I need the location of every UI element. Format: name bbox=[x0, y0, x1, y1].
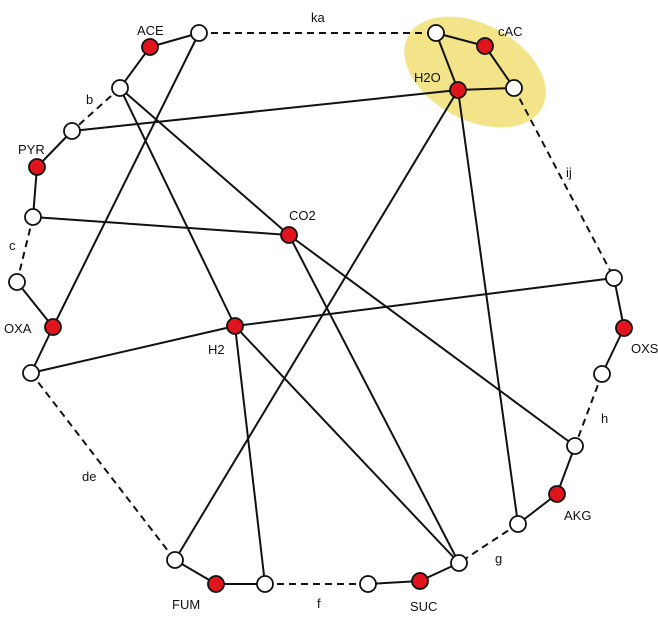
metabolite-labels: ACE cAC H2O PYR CO2 OXA H2 OXS AKG FUM S… bbox=[4, 23, 658, 614]
label-b: b bbox=[86, 92, 93, 107]
node-open bbox=[450, 554, 468, 572]
label-cac: cAC bbox=[498, 24, 523, 39]
edge-h2o-fum bbox=[174, 89, 459, 561]
label-de: de bbox=[82, 469, 96, 484]
node-open bbox=[111, 79, 129, 97]
edge-h2-g bbox=[234, 325, 460, 564]
node-open bbox=[605, 269, 623, 287]
node-open bbox=[505, 79, 523, 97]
edge-co2-h bbox=[288, 234, 576, 447]
edge-de bbox=[30, 372, 176, 561]
label-fum: FUM bbox=[172, 597, 200, 612]
node-open bbox=[166, 551, 184, 569]
node-open bbox=[566, 437, 584, 455]
highlight-region bbox=[404, 16, 546, 128]
node-oxa bbox=[44, 318, 62, 336]
node-open bbox=[359, 575, 377, 593]
open-nodes bbox=[8, 24, 623, 593]
edge-c2-oxa bbox=[16, 281, 54, 328]
node-open bbox=[24, 208, 42, 226]
node-open bbox=[256, 575, 274, 593]
node-akg bbox=[548, 485, 566, 503]
node-oxs bbox=[615, 319, 633, 337]
edge-ka-h2o bbox=[435, 32, 459, 91]
solid-edges bbox=[16, 32, 625, 585]
edge-h2-f bbox=[234, 325, 266, 585]
label-akg: AKG bbox=[564, 508, 591, 523]
edge-h2-ij bbox=[234, 277, 615, 327]
node-open bbox=[593, 365, 611, 383]
node-open bbox=[8, 273, 26, 291]
label-f: f bbox=[317, 596, 321, 611]
label-pyr: PYR bbox=[18, 142, 45, 157]
edge-co2-suc bbox=[288, 234, 460, 564]
node-ace bbox=[141, 38, 159, 56]
label-h2o: H2O bbox=[414, 70, 441, 85]
label-oxa: OXA bbox=[4, 321, 32, 336]
edge-de-h2 bbox=[30, 325, 236, 374]
label-suc: SUC bbox=[410, 599, 437, 614]
edge-c-co2 bbox=[32, 216, 290, 236]
node-co2 bbox=[280, 226, 298, 244]
label-g: g bbox=[495, 551, 502, 566]
label-h2: H2 bbox=[208, 342, 225, 357]
label-oxs: OXS bbox=[631, 341, 658, 356]
node-suc bbox=[411, 572, 429, 590]
edge-g bbox=[458, 523, 519, 564]
node-open bbox=[427, 24, 445, 42]
node-open bbox=[22, 364, 40, 382]
node-h2o bbox=[449, 81, 467, 99]
label-h: h bbox=[601, 411, 608, 426]
edge-b bbox=[71, 87, 121, 132]
label-ace: ACE bbox=[137, 23, 164, 38]
edge-h2o-b2 bbox=[71, 89, 459, 132]
edge-h bbox=[574, 373, 603, 447]
node-open bbox=[509, 515, 527, 533]
metabolite-nodes bbox=[28, 37, 633, 593]
node-cac bbox=[476, 37, 494, 55]
label-co2: CO2 bbox=[289, 208, 316, 223]
dashed-edges bbox=[16, 32, 615, 585]
edge-h2o-g bbox=[457, 89, 519, 525]
edge-b-h2 bbox=[119, 87, 236, 327]
label-c: c bbox=[9, 238, 16, 253]
node-open bbox=[190, 24, 208, 42]
node-open bbox=[63, 122, 81, 140]
node-h2 bbox=[226, 317, 244, 335]
node-pyr bbox=[28, 158, 46, 176]
edge-c bbox=[16, 216, 34, 283]
label-ka: ka bbox=[311, 10, 326, 25]
edge-top-oxa bbox=[52, 32, 200, 328]
edge-b-co2 bbox=[119, 87, 290, 236]
node-fum bbox=[207, 575, 225, 593]
edge-h2o-right bbox=[457, 87, 515, 91]
reaction-labels: ka b ij c h de g f bbox=[9, 10, 608, 611]
label-ij: ij bbox=[566, 165, 572, 180]
